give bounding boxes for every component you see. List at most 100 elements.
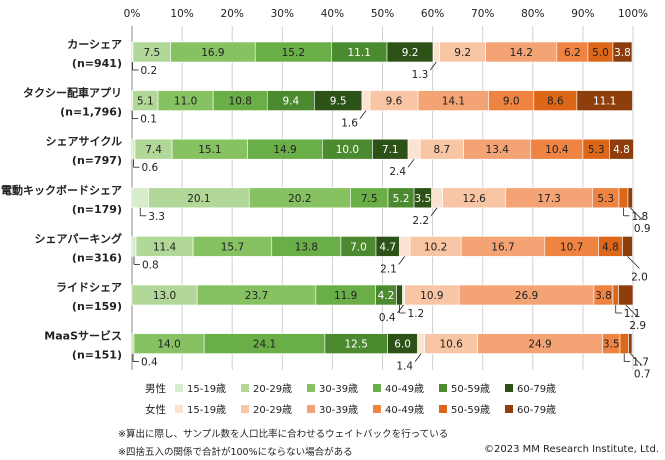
data-label: 10.4	[545, 144, 569, 156]
bar-segment	[407, 138, 421, 160]
data-label: 6.0	[394, 339, 411, 351]
data-label: 14.0	[157, 339, 180, 351]
data-label: 3.3	[148, 211, 165, 223]
data-label: 2.9	[629, 320, 646, 332]
bar-segment	[131, 187, 149, 209]
bar-segment	[417, 333, 425, 354]
data-label: 9.2	[454, 47, 471, 59]
data-label: 5.0	[592, 47, 609, 59]
data-label: 8.7	[434, 144, 451, 156]
data-label: 24.1	[253, 339, 276, 351]
data-label: 5.3	[588, 144, 605, 156]
legend-swatch	[505, 384, 513, 392]
legend-item-label: 30-39歳	[319, 383, 358, 395]
legend-item-label: 20-29歳	[253, 383, 292, 395]
data-label: 0.2	[141, 65, 158, 77]
data-label: 3.8	[595, 290, 612, 302]
legend-item-label: 60-79歳	[517, 404, 556, 416]
data-label: 2.4	[389, 166, 406, 178]
data-label: 1.2	[408, 308, 425, 320]
data-label: 6.2	[564, 47, 581, 59]
legend-swatch	[241, 405, 249, 413]
data-label: 2.0	[631, 271, 648, 283]
data-label: 4.2	[378, 290, 395, 302]
data-label: 10.0	[336, 144, 359, 156]
data-label: 15.2	[282, 47, 305, 59]
data-label: 7.4	[145, 144, 162, 156]
x-tick-label: 40%	[321, 8, 344, 20]
category-label: カーシェア	[67, 38, 122, 51]
data-label: 4.8	[613, 144, 630, 156]
bar-segment	[431, 187, 443, 209]
legend-swatch	[373, 384, 381, 392]
data-label: 23.7	[245, 290, 268, 302]
x-tick-label: 0%	[124, 8, 141, 20]
footnote-rounding: ※四捨五入の関係で合計が100%にならない場合がある	[118, 447, 353, 458]
x-tick-label: 10%	[170, 8, 193, 20]
data-label: 1.1	[624, 308, 641, 320]
legend-item-label: 20-29歳	[253, 404, 292, 416]
callout-line	[629, 207, 643, 221]
bar-segment	[627, 187, 633, 209]
legend-swatch	[439, 384, 447, 392]
legend-swatch	[307, 384, 315, 392]
data-label: 20.1	[187, 193, 210, 205]
legend-group-label: 女性	[145, 403, 166, 416]
data-label: 13.0	[153, 290, 176, 302]
data-label: 13.8	[295, 241, 318, 253]
category-label: MaaSサービス	[44, 329, 122, 343]
legend-swatch	[307, 405, 315, 413]
data-label: 7.5	[143, 47, 160, 59]
data-label: 10.7	[560, 241, 583, 253]
x-tick-label: 70%	[471, 8, 494, 20]
legend-item-label: 60-79歳	[517, 383, 556, 395]
data-label: 1.4	[396, 361, 413, 373]
data-label: 14.9	[273, 144, 296, 156]
data-label: 15.1	[198, 144, 221, 156]
data-label: 3.5	[414, 193, 431, 205]
data-label: 0.4	[379, 312, 396, 324]
footnote-weighting: ※算出に際し、サンプル数を人口比率に合わせるウェイトバックを行っている	[118, 429, 449, 440]
legend-swatch	[175, 384, 183, 392]
data-label: 12.5	[345, 339, 368, 351]
bar-segment	[618, 284, 634, 306]
callout-line	[359, 110, 367, 119]
legend-item-label: 40-49歳	[385, 383, 424, 395]
data-label: 20.2	[288, 193, 311, 205]
bar-segment	[402, 284, 405, 306]
data-label: 26.9	[515, 290, 538, 302]
data-label: 11.1	[593, 96, 616, 108]
data-label: 10.9	[420, 290, 443, 302]
legend-item-label: 50-59歳	[451, 404, 490, 416]
legend-item-label: 50-59歳	[451, 383, 490, 395]
bar-segment	[399, 236, 411, 257]
data-label: 16.7	[491, 241, 514, 253]
category-label: ライドシェア	[56, 281, 122, 294]
data-label: 11.0	[174, 96, 197, 108]
x-tick-label: 90%	[571, 8, 594, 20]
data-label: 9.6	[386, 96, 403, 108]
bar-segment	[628, 333, 633, 354]
data-label: 17.3	[537, 193, 560, 205]
data-label: 4.8	[602, 241, 619, 253]
bar-segment	[609, 138, 634, 160]
category-sample-size: (n=1,796)	[60, 106, 122, 119]
callout-line	[398, 256, 406, 265]
x-tick-label: 80%	[521, 8, 544, 20]
x-tick-label: 60%	[421, 8, 444, 20]
x-tick-label: 100%	[618, 8, 648, 20]
data-label: 7.0	[350, 241, 367, 253]
bar-segment	[612, 284, 619, 306]
category-label: シェアパーキング	[35, 231, 122, 245]
data-label: 2.2	[412, 215, 429, 227]
bar-segment	[361, 90, 371, 111]
data-label: 0.8	[142, 259, 159, 271]
data-label: 0.1	[140, 114, 157, 126]
category-label: シェアサイクル	[46, 135, 122, 148]
data-label: 3.8	[614, 47, 631, 59]
legend-group-label: 男性	[145, 382, 166, 395]
legend-swatch	[373, 405, 381, 413]
data-label: 10.8	[229, 96, 252, 108]
data-label: 0.6	[142, 162, 159, 174]
data-label: 11.1	[348, 47, 371, 59]
